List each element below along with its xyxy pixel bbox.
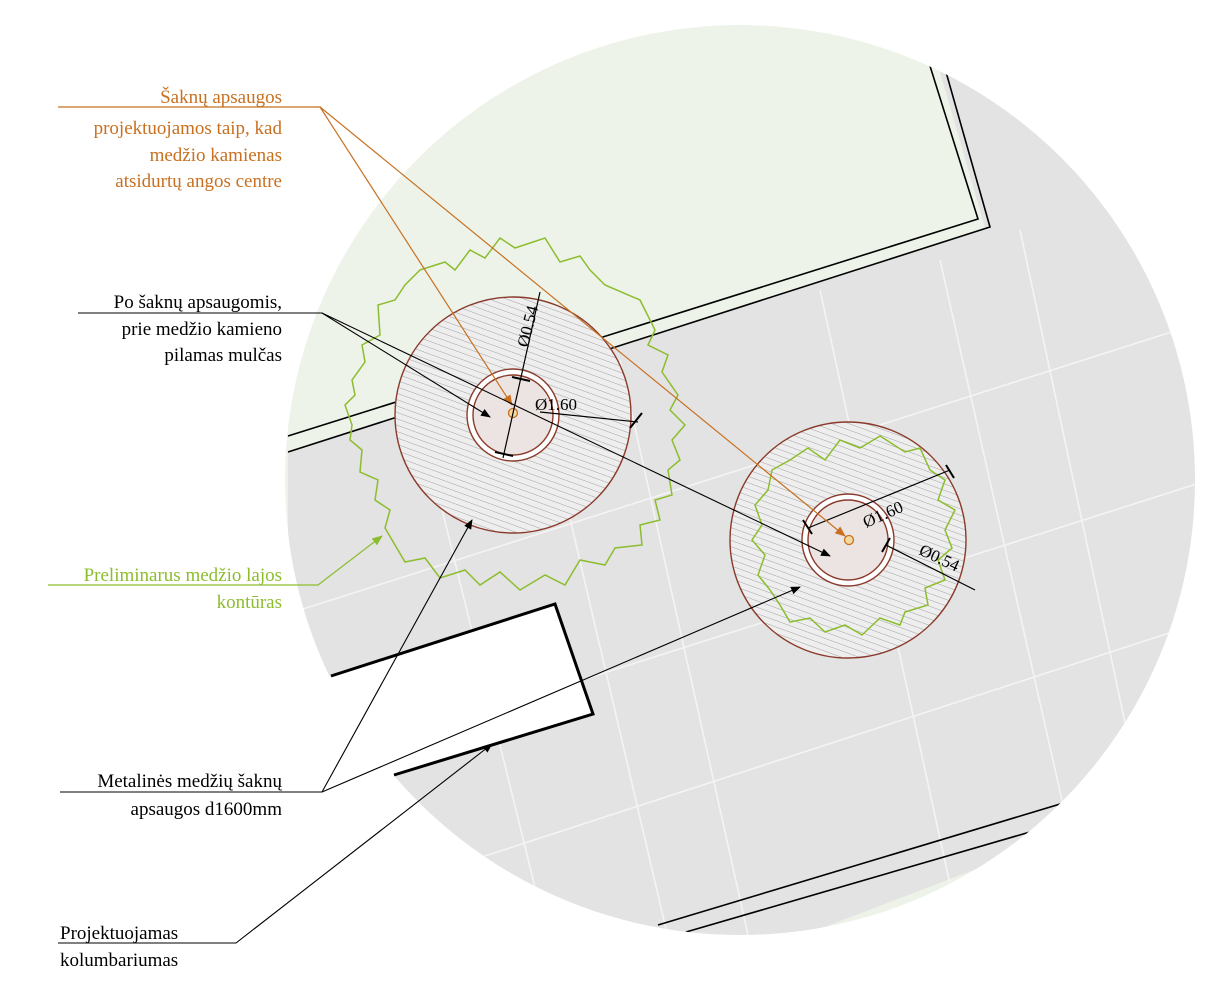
root-guard-note-line-4: atsidurtų angos centre xyxy=(115,171,282,192)
tree-1: Ø0.54 Ø1.60 xyxy=(344,236,687,591)
mulch-note-line-1: Po šaknų apsaugomis, xyxy=(114,292,282,313)
mulch-note: Po šaknų apsaugomis, prie medžio kamieno… xyxy=(114,292,282,366)
tree-1-dim-outer: Ø1.60 xyxy=(535,395,577,414)
metal-note: Metalinės medžių šaknų apsaugos d1600mm xyxy=(97,771,282,820)
crown-outline-1 xyxy=(344,236,687,591)
trunk-2 xyxy=(843,534,855,546)
columbarium-note: Projektuojamas kolumbariumas xyxy=(60,923,178,971)
columbarium-note-line-2: kolumbariumas xyxy=(60,950,178,971)
crown-note-line-1: Preliminarus medžio lajos xyxy=(84,565,282,586)
metal-note-line-2: apsaugos d1600mm xyxy=(131,799,283,820)
leader-mulch xyxy=(78,312,831,557)
columbarium xyxy=(300,604,593,800)
root-guard-note: Šaknų apsaugos projektuojamos taip, kad … xyxy=(94,86,283,192)
crown-note: Preliminarus medžio lajos kontūras xyxy=(84,565,282,613)
columbarium-note-line-1: Projektuojamas xyxy=(60,923,178,944)
root-guard-note-line-3: medžio kamienas xyxy=(150,145,282,166)
root-guard-note-line-2: projektuojamos taip, kad xyxy=(94,118,283,139)
mulch-note-line-2: prie medžio kamieno xyxy=(122,319,282,340)
leader-columbarium xyxy=(58,743,493,944)
columbarium-outline xyxy=(330,602,595,777)
metal-note-line-1: Metalinės medžių šaknų xyxy=(97,771,282,792)
root-guard-note-line-1: Šaknų apsaugos xyxy=(160,86,282,108)
tree-2: Ø1.60 Ø0.54 xyxy=(729,421,976,659)
lawn-edge-bottom xyxy=(657,785,1121,926)
crown-outline-2 xyxy=(751,435,956,636)
leader-crown xyxy=(48,535,383,586)
leader-metal xyxy=(60,519,801,793)
mulch-note-line-3: pilamas mulčas xyxy=(164,345,282,366)
leader-root-guard xyxy=(58,106,846,537)
crown-note-line-2: kontūras xyxy=(217,592,282,613)
